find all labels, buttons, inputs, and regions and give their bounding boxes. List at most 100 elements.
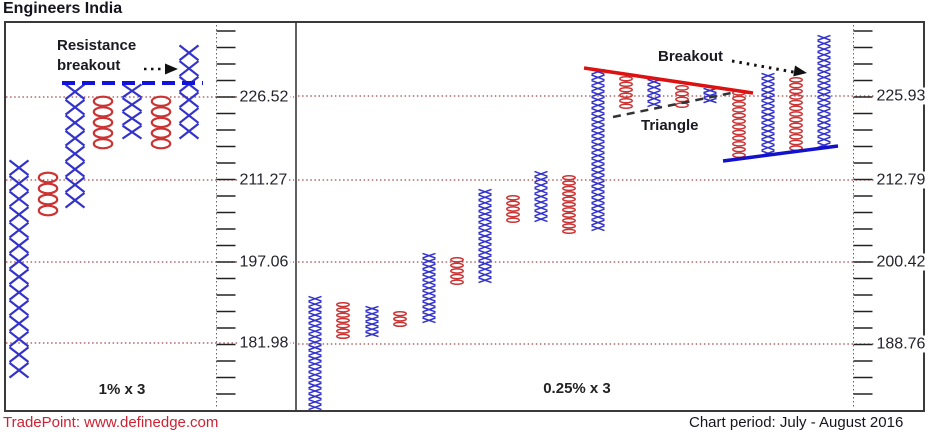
pnf-x [591, 96, 605, 103]
pnf-o [732, 140, 746, 147]
pnf-x [64, 145, 86, 162]
pnf-o [732, 146, 746, 153]
pnf-x [308, 355, 322, 362]
pnf-x [422, 274, 436, 281]
pnf-x [534, 199, 548, 206]
pnf-x [422, 301, 436, 308]
pnf-x [478, 216, 492, 223]
pnf-x [534, 193, 548, 200]
source-link[interactable]: TradePoint: www.definedge.com [3, 414, 219, 431]
pnf-o [732, 101, 746, 108]
box-scale-label-right: 0.25% x 3 [543, 380, 611, 397]
pnf-x [591, 208, 605, 215]
pnf-o [732, 112, 746, 119]
pnf-x [703, 97, 717, 104]
pnf-x [178, 91, 200, 109]
pnf-x [478, 199, 492, 206]
pnf-o [562, 201, 576, 208]
pnf-x [591, 118, 605, 126]
pnf-x [308, 382, 322, 389]
pnf-x [8, 299, 30, 317]
pnf-x [422, 268, 436, 275]
pnf-x [647, 84, 661, 91]
pnf-x [591, 79, 605, 87]
pnf-x [178, 44, 200, 62]
pnf-o [732, 118, 746, 125]
pnf-x [422, 279, 436, 286]
axis-label: 181.98 [237, 334, 291, 352]
axis-label: 188.76 [874, 335, 928, 353]
pnf-o [789, 139, 803, 146]
pnf-o [675, 96, 689, 103]
pnf-x [761, 89, 775, 96]
pnf-x [761, 100, 775, 107]
pnf-x [591, 163, 605, 170]
pnf-x [308, 377, 322, 384]
pnf-x [308, 398, 322, 405]
pnf-x [817, 45, 831, 53]
pnf-o [92, 116, 114, 129]
pnf-x [591, 130, 605, 137]
pnf-x [8, 159, 30, 177]
pnf-x [591, 91, 605, 98]
axis-label: 226.52 [237, 88, 291, 106]
pnf-x [817, 119, 831, 126]
pnf-x [817, 40, 831, 47]
pnf-o [562, 223, 576, 229]
pnf-x [591, 186, 605, 193]
pnf-x [817, 136, 831, 143]
axis-label: 200.42 [874, 253, 928, 271]
pnf-o [789, 128, 803, 134]
pnf-o [393, 316, 407, 322]
pnf-o [37, 204, 59, 217]
pnf-o [336, 317, 350, 324]
pnf-x [478, 227, 492, 234]
pnf-x [308, 328, 322, 335]
pnf-o [619, 86, 633, 93]
pnf-x [8, 330, 30, 348]
pnf-x [591, 191, 605, 198]
pnf-o [562, 196, 576, 202]
pnf-x [308, 306, 322, 313]
pnf-x [591, 202, 605, 209]
pnf-o [150, 137, 172, 150]
pnf-o [675, 84, 689, 91]
pnf-x [591, 113, 605, 120]
pnf-o [150, 127, 172, 139]
pnf-o [562, 185, 576, 192]
pnf-o [789, 88, 803, 95]
pnf-o [450, 268, 464, 274]
pnf-x [817, 130, 831, 138]
pnf-o [393, 321, 407, 328]
pnf-x [8, 237, 30, 254]
pnf-x [703, 87, 717, 94]
pnf-x [761, 122, 775, 129]
pnf-o [150, 95, 172, 108]
pnf-x [478, 238, 492, 245]
annotation-text: Breakout [658, 48, 724, 65]
pnf-x [817, 91, 831, 98]
pnf-x [64, 83, 86, 100]
support-line [722, 144, 839, 163]
pnf-x [8, 284, 30, 301]
pnf-x [761, 111, 775, 118]
pnf-o [789, 133, 803, 140]
pnf-x [591, 107, 605, 114]
box-scale-label-left: 1% x 3 [98, 381, 146, 398]
pnf-x [591, 180, 605, 187]
pnf-x [817, 96, 831, 104]
pnf-x [308, 371, 322, 378]
pnf-x [591, 152, 605, 159]
pnf-x [817, 113, 831, 121]
pnf-x [422, 285, 436, 291]
pnf-o [150, 106, 172, 118]
pnf-o [92, 95, 114, 108]
pnf-x [761, 94, 775, 101]
annotation-text: breakout [57, 57, 121, 74]
pnf-x [64, 176, 86, 193]
pnf-x [761, 78, 775, 85]
pnf-x [365, 326, 379, 333]
pnf-x [422, 252, 436, 259]
pnf-x [817, 108, 831, 115]
